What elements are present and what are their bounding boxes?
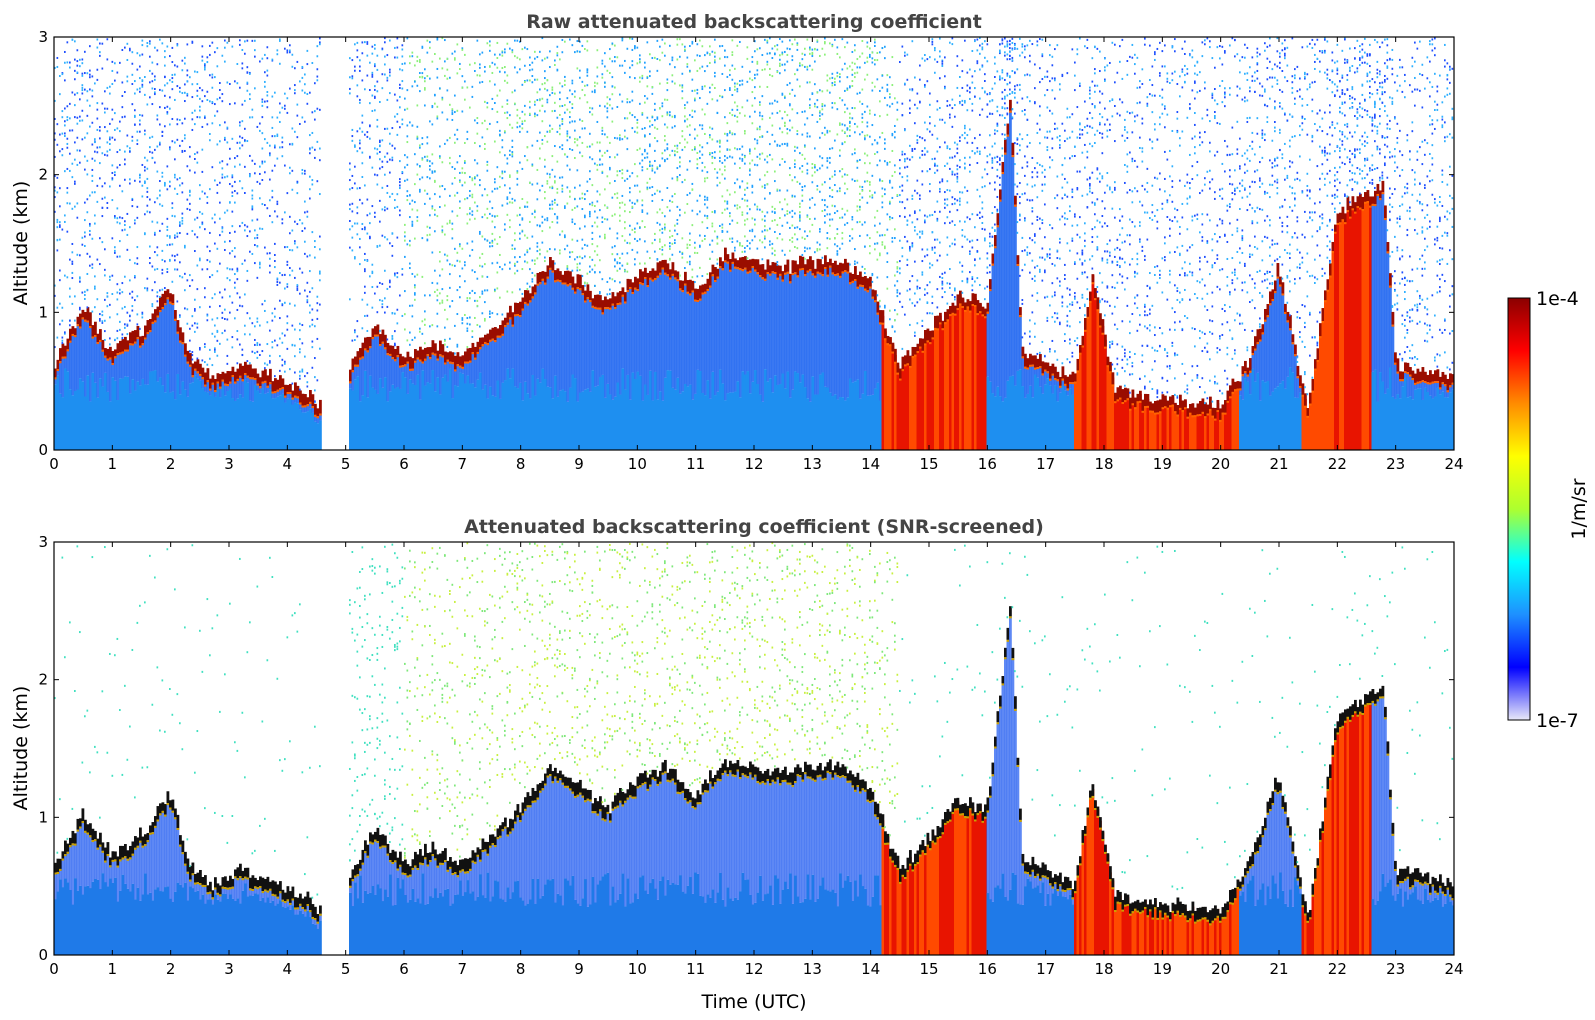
x-tick-label: 19: [1153, 455, 1172, 473]
y-tick-label: 3: [38, 533, 48, 551]
panel-screened-title: Attenuated backscattering coefficient (S…: [464, 516, 1044, 538]
x-tick-label: 8: [516, 960, 526, 978]
x-tick-label: 24: [1444, 960, 1463, 978]
y-tick-label: 3: [38, 28, 48, 46]
x-tick-label: 3: [224, 960, 234, 978]
x-tick-label: 15: [919, 960, 938, 978]
panel-screened-plot-area: [54, 542, 1455, 955]
x-tick-label: 1: [108, 960, 118, 978]
x-tick-label: 14: [861, 455, 880, 473]
panel-raw-y-axis-label: Altitude (km): [10, 181, 32, 306]
x-tick-label: 10: [628, 960, 647, 978]
panel-raw: Raw attenuated backscattering coefficien…: [10, 11, 1464, 473]
x-tick-label: 8: [516, 455, 526, 473]
colorbar-min-label: 1e-7: [1536, 710, 1579, 732]
x-tick-label: 1: [108, 455, 118, 473]
colorbar-gradient: [1507, 297, 1531, 721]
y-tick-label: 0: [38, 946, 48, 964]
x-tick-label: 11: [686, 960, 705, 978]
x-tick-label: 22: [1328, 960, 1347, 978]
y-tick-label: 1: [38, 303, 48, 321]
x-tick-label: 12: [744, 960, 763, 978]
x-tick-label: 14: [861, 960, 880, 978]
x-tick-label: 3: [224, 455, 234, 473]
colorbar-unit-label: 1/m/sr: [1568, 478, 1590, 539]
panel-screened: Attenuated backscattering coefficient (S…: [10, 516, 1464, 1013]
x-tick-label: 20: [1211, 455, 1230, 473]
x-tick-label: 16: [978, 960, 997, 978]
panel-raw-y-ticks: 0 1 2 3: [38, 28, 1454, 459]
panel-raw-x-ticks: 0 1 2 3 4 5 6 7 8 9 10 11 12 13 14 15 16 17 18 19 20 21 22 23 24: [49, 37, 1464, 473]
x-tick-label: 18: [1094, 455, 1113, 473]
panel-raw-title: Raw attenuated backscattering coefficien…: [526, 11, 982, 33]
x-tick-label: 4: [283, 455, 293, 473]
x-tick-label: 15: [919, 455, 938, 473]
colorbar: 1e-4 1e-7 1/m/sr: [1507, 288, 1590, 732]
x-tick-label: 2: [166, 960, 176, 978]
x-tick-label: 9: [574, 455, 584, 473]
x-tick-label: 13: [803, 960, 822, 978]
x-tick-label: 9: [574, 960, 584, 978]
x-tick-label: 0: [49, 960, 59, 978]
x-tick-label: 19: [1153, 960, 1172, 978]
x-tick-label: 6: [399, 455, 409, 473]
x-tick-label: 7: [458, 455, 468, 473]
x-tick-label: 23: [1386, 960, 1405, 978]
x-tick-label: 20: [1211, 960, 1230, 978]
panel-screened-y-axis-label: Altitude (km): [10, 686, 32, 811]
x-tick-label: 0: [49, 455, 59, 473]
x-tick-label: 10: [628, 455, 647, 473]
x-tick-label: 5: [341, 960, 351, 978]
x-tick-label: 13: [803, 455, 822, 473]
x-tick-label: 12: [744, 455, 763, 473]
y-tick-label: 1: [38, 808, 48, 826]
colorbar-max-label: 1e-4: [1536, 288, 1579, 310]
x-tick-label: 16: [978, 455, 997, 473]
panel-screened-y-ticks: 0 1 2 3: [38, 533, 1454, 964]
panel-screened-x-ticks: 0 1 2 3 4 5 6 7 8 9 10 11 12 13 14 15 16 17 18 19 20 21 22 23 24: [49, 542, 1464, 978]
x-tick-label: 6: [399, 960, 409, 978]
x-tick-label: 4: [283, 960, 293, 978]
x-tick-label: 21: [1269, 960, 1288, 978]
x-tick-label: 17: [1036, 960, 1055, 978]
y-tick-label: 2: [38, 166, 48, 184]
x-tick-label: 11: [686, 455, 705, 473]
x-tick-label: 18: [1094, 960, 1113, 978]
x-tick-label: 21: [1269, 455, 1288, 473]
x-tick-label: 23: [1386, 455, 1405, 473]
x-tick-label: 22: [1328, 455, 1347, 473]
x-tick-label: 5: [341, 455, 351, 473]
y-tick-label: 2: [38, 671, 48, 689]
panel-screened-x-axis-label: Time (UTC): [700, 991, 806, 1013]
x-tick-label: 24: [1444, 455, 1463, 473]
y-tick-label: 0: [38, 441, 48, 459]
panel-raw-plot-area: [54, 37, 1455, 450]
x-tick-label: 7: [458, 960, 468, 978]
x-tick-label: 17: [1036, 455, 1055, 473]
x-tick-label: 2: [166, 455, 176, 473]
